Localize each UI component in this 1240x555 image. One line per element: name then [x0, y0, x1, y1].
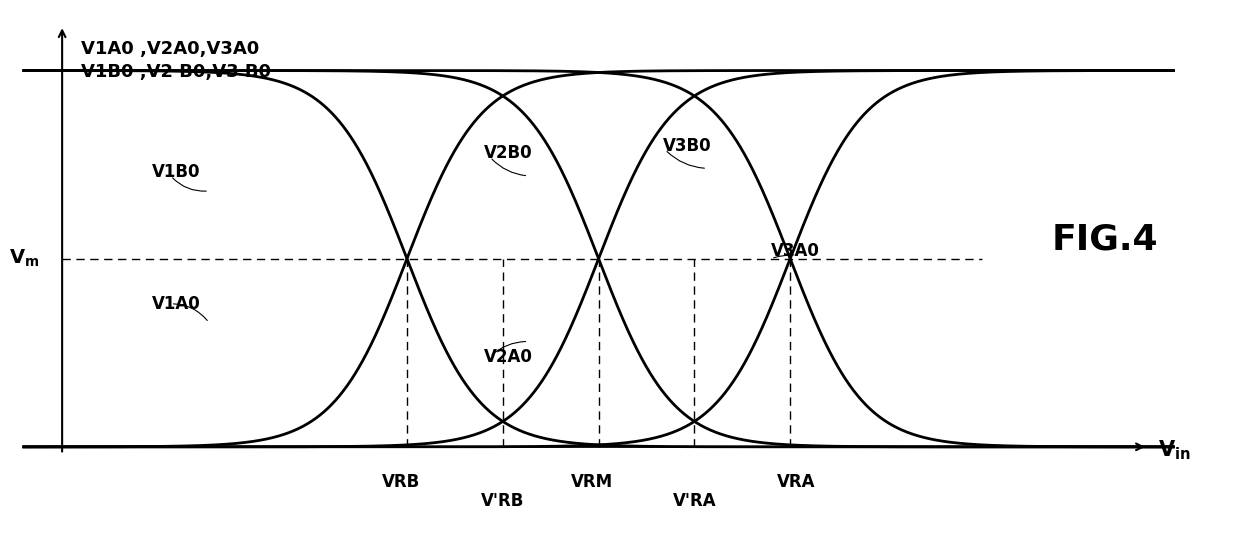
Text: VRB: VRB — [382, 473, 419, 491]
Text: V1A0 ,V2A0,V3A0
V1B0 ,V2 B0,V3 B0: V1A0 ,V2A0,V3A0 V1B0 ,V2 B0,V3 B0 — [82, 41, 272, 80]
Text: $\mathbf{V_{in}}$: $\mathbf{V_{in}}$ — [1158, 439, 1190, 462]
Text: V3B0: V3B0 — [662, 137, 711, 155]
Text: V'RA: V'RA — [672, 492, 717, 510]
Text: V1A0: V1A0 — [151, 295, 201, 313]
Text: V2A0: V2A0 — [484, 347, 532, 366]
Text: VRM: VRM — [572, 473, 614, 491]
Text: V1B0: V1B0 — [151, 163, 200, 181]
Text: FIG.4: FIG.4 — [1052, 223, 1158, 257]
Text: VRA: VRA — [777, 473, 816, 491]
Text: V'RB: V'RB — [481, 492, 525, 510]
Text: V3A0: V3A0 — [771, 242, 820, 260]
Text: V2B0: V2B0 — [484, 144, 532, 162]
Text: $\mathbf{V_m}$: $\mathbf{V_m}$ — [9, 248, 40, 269]
